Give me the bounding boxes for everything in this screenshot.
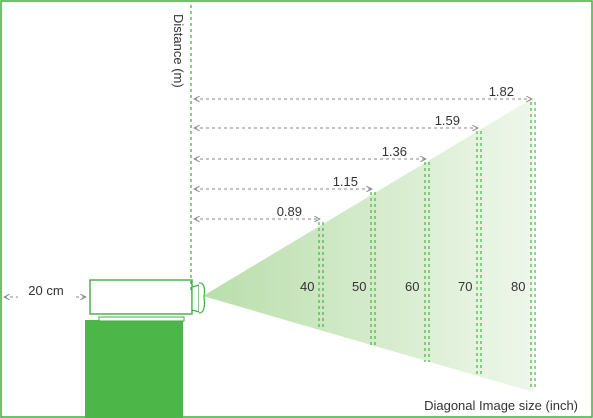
- size-label-50: 50: [352, 279, 366, 294]
- distance-label-50: 1.15: [333, 174, 358, 189]
- distance-label-70: 1.59: [435, 113, 460, 128]
- projector-lens-ring: [191, 284, 200, 313]
- projector-lens: [198, 282, 206, 314]
- distance-label-80: 1.82: [489, 84, 514, 99]
- size-label-40: 40: [300, 279, 314, 294]
- measurement-60: 1.36 60: [194, 144, 430, 362]
- size-label-70: 70: [458, 279, 472, 294]
- measurement-80: 1.82 80: [194, 84, 536, 390]
- projector-stand: [85, 320, 183, 418]
- stand-top-plate: [98, 316, 185, 322]
- projector-body: [89, 279, 193, 315]
- distance-label-60: 1.36: [382, 144, 407, 159]
- distance-label-40: 0.89: [277, 204, 302, 219]
- size-label-80: 80: [511, 279, 525, 294]
- wall-offset-label: 20 cm: [28, 283, 63, 298]
- distance-axis-label: Distance (m): [171, 14, 186, 88]
- measurement-50: 1.15 50: [194, 174, 376, 345]
- size-label-60: 60: [405, 279, 419, 294]
- measurement-40: 0.89 40: [194, 204, 324, 330]
- wall-offset-label-bg: [18, 282, 74, 298]
- measurement-70: 1.59 70: [194, 113, 482, 375]
- projection-beam: [203, 98, 533, 392]
- image-size-axis-label: Diagonal Image size (inch): [424, 398, 578, 413]
